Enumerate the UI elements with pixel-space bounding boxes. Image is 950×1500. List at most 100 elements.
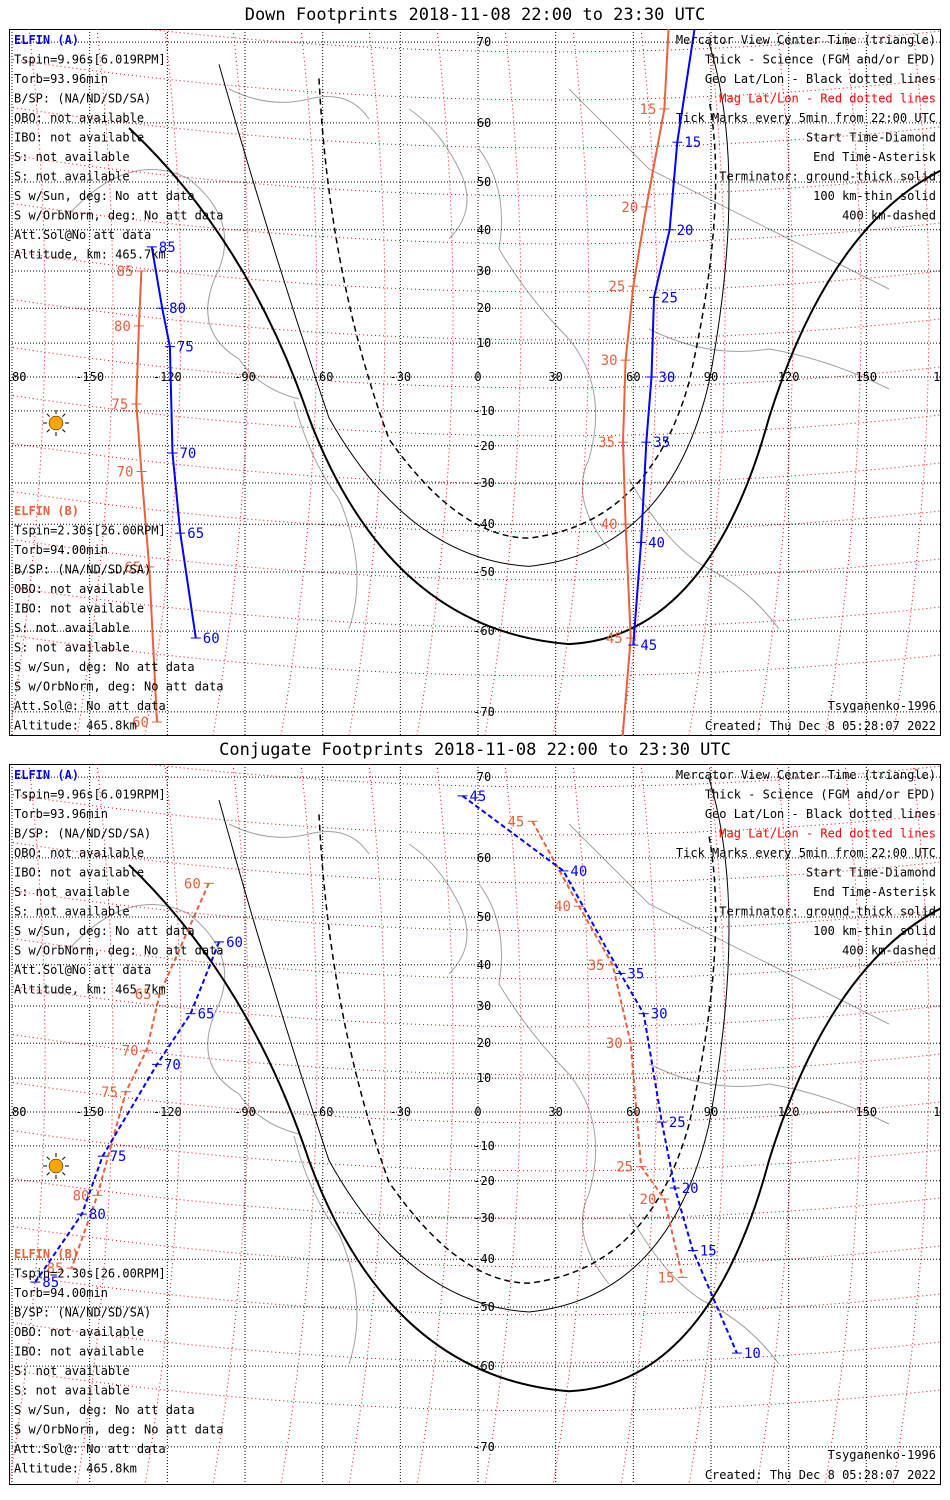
mag-parallel [9, 1177, 941, 1220]
coastline [228, 823, 370, 855]
down-footprints-title: Down Footprints 2018-11-08 22:00 to 23:3… [244, 5, 706, 25]
elfin-a-main-track-tick-label: 25 [669, 1115, 686, 1131]
coastline [648, 1063, 890, 1125]
terminator-ground-line [128, 127, 941, 646]
elfin-b-right-track-tick-label: 40 [601, 517, 618, 533]
map-frame [9, 764, 941, 1485]
latitude-label: -20 [473, 439, 495, 453]
sun-icon-disc [48, 1158, 64, 1174]
legend-line: 100 km-thin solid [813, 189, 936, 203]
latitude-label: 40 [477, 958, 491, 972]
elfin-a-right-track-tick-label: 25 [661, 290, 678, 306]
elfin-b-left-track-tick-label: 80 [114, 319, 131, 335]
map-layers: -180 -150 -120 -90 -60 -30 0 30 60 90 120 150 180 70 6… [9, 29, 941, 736]
elfin-a-left-track-tick-label: 85 [159, 240, 176, 256]
elfin-a-left-track-tick-label: 65 [187, 526, 204, 542]
mag-meridian [824, 29, 862, 736]
mag-meridian [348, 29, 386, 736]
mag-parallel [9, 394, 941, 437]
elfin-b-info-line: S w/OrbNorm, deg: No att data [14, 680, 224, 694]
elfin-a-right-track-tick-label: 30 [658, 370, 675, 386]
mag-meridian [892, 764, 930, 1485]
mag-meridian [892, 29, 930, 736]
legend-line: Terminator: ground-thick solid [719, 170, 936, 184]
longitude-label: -90 [234, 370, 256, 384]
latitude-label: 10 [477, 1071, 491, 1085]
created-label: Created: Thu Dec 8 05:28:07 2022 [705, 719, 936, 733]
latitude-label: -40 [473, 1252, 495, 1266]
model-label: Tsyganenko-1996 [828, 1448, 936, 1462]
latitude-label: 20 [477, 301, 491, 315]
coastline [568, 823, 890, 1025]
elfin-b-main-track-tick-label: 40 [554, 899, 571, 915]
legend-line: 400 km-dashed [842, 944, 936, 958]
legend-line: Mag Lat/Lon - Red dotted lines [719, 827, 936, 841]
longitude-label: 180 [933, 370, 941, 384]
sun-icon-ray [46, 1156, 50, 1160]
mag-meridian [756, 764, 794, 1485]
latitude-label: -70 [473, 705, 495, 719]
latitude-label: -30 [473, 476, 495, 490]
mag-parallel [141, 29, 941, 53]
elfin-a-info-line: Att.Sol@No att data [14, 228, 151, 242]
mag-meridian [76, 29, 114, 736]
mag-parallel [9, 1033, 941, 1076]
elfin-a-main-track-tick-label: 40 [570, 864, 587, 880]
mag-grid [9, 29, 941, 736]
elfin-a-info-line: S w/Sun, deg: No att data [14, 189, 195, 203]
longitude-label: -120 [153, 1105, 182, 1119]
longitude-label: 30 [548, 370, 562, 384]
elfin-a-info-line: S: not available [14, 905, 130, 919]
elfin-b-info-line: Torb=94.00min [14, 543, 108, 557]
elfin-b-main-track-tick-label: 20 [640, 1192, 657, 1208]
legend-line: Terminator: ground-thick solid [719, 905, 936, 919]
longitude-label: -60 [312, 1105, 334, 1119]
elfin-a-left-track-tick-label: 60 [203, 631, 220, 647]
elfin-a-left-track-line [150, 246, 197, 639]
longitude-label: 0 [474, 1105, 481, 1119]
elfin-a-info-line: IBO: not available [14, 866, 144, 880]
latitude-label: -10 [473, 404, 495, 418]
mag-parallel [9, 793, 941, 836]
mag-parallel [9, 298, 941, 341]
mag-meridian [552, 764, 590, 1485]
legend-line: Thick - Science (FGM and/or EPD) [705, 788, 936, 802]
mag-parallel [9, 1129, 941, 1172]
elfin-a-info-line: S w/Sun, deg: No att data [14, 924, 195, 938]
mag-meridian [348, 764, 386, 1485]
latitude-label: 10 [477, 336, 491, 350]
latitude-label: -10 [473, 1139, 495, 1153]
elfin-b-info-line: IBO: not available [14, 1345, 144, 1359]
longitude-label: 60 [626, 1105, 640, 1119]
mag-meridian [280, 29, 318, 736]
coastline [293, 400, 358, 630]
longitude-label: 60 [626, 370, 640, 384]
elfin-b-left-track-tick-label: 85 [47, 1261, 64, 1277]
mag-meridian [416, 764, 454, 1485]
coastline [408, 843, 468, 975]
elfin-b-info-line: S w/OrbNorm, deg: No att data [14, 1423, 224, 1437]
sun-icon-ray [62, 429, 66, 433]
mag-meridian [620, 29, 658, 736]
mag-parallel [9, 841, 941, 884]
longitude-label: -30 [389, 1105, 411, 1119]
elfin-b-left-track-tick-label: 65 [124, 560, 141, 576]
down-footprints-map-panel: -180 -150 -120 -90 -60 -30 0 30 60 90 120 150 180 70 6… [9, 29, 941, 736]
mag-parallel [9, 937, 941, 980]
mag-meridian [9, 29, 46, 736]
legend-line: Mercator View Center Time (triangle) [676, 768, 936, 782]
sun-icon [43, 410, 69, 436]
elfin-a-main-track-tick-label: 30 [651, 1007, 668, 1023]
elfin-b-info-line: B/SP: (NA/ND/SD/SA) [14, 1306, 151, 1320]
longitude-label: -180 [9, 370, 26, 384]
elfin-b-left-track-line [70, 882, 210, 1269]
elfin-a-left-track-tick-label: 80 [89, 1207, 106, 1223]
elfin-a-info-line: OBO: not available [14, 111, 144, 125]
elfin-a-info-line: Tspin=9.96s[6.019RPM] [14, 788, 166, 802]
mag-parallel [9, 985, 941, 1028]
coastline [68, 904, 300, 1135]
elfin-b-header: ELFIN (B) [14, 1247, 79, 1261]
mag-meridian [552, 29, 590, 736]
mag-meridian [416, 29, 454, 736]
elfin-b-info-line: IBO: not available [14, 602, 144, 616]
